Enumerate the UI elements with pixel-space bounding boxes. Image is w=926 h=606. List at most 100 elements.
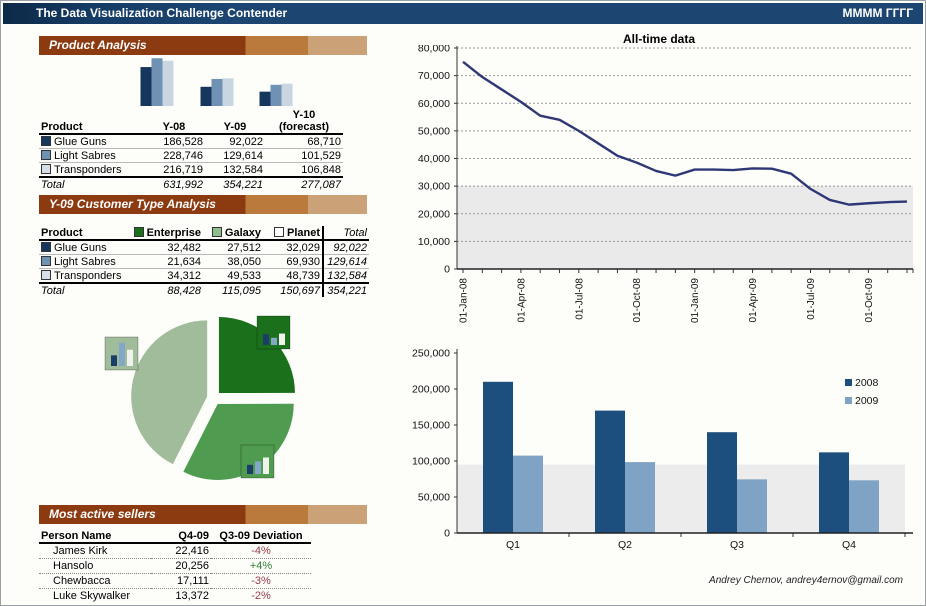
mini-bar-glue-guns bbox=[200, 86, 212, 106]
legend-swatch-icon bbox=[845, 397, 852, 404]
product-value: 106,848 bbox=[265, 162, 343, 178]
seller-row: Chewbacca 17,111 -3% bbox=[39, 573, 311, 589]
axis-label: 200,000 bbox=[412, 384, 450, 396]
product-name: Light Sabres bbox=[39, 148, 143, 163]
seller-deviation: -4% bbox=[251, 545, 271, 557]
customer-value: 27,512 bbox=[203, 240, 263, 255]
total-value: 631,992 bbox=[143, 176, 205, 191]
row-total: 132,584 bbox=[323, 268, 369, 284]
shaded-band bbox=[457, 186, 913, 269]
customer-value: 32,482 bbox=[131, 240, 203, 255]
column-header-y10-forecast: Y-10 (forecast) bbox=[265, 109, 343, 135]
axis-label: 80,000 bbox=[418, 45, 450, 55]
bar-2008-Q4 bbox=[819, 452, 849, 533]
axis-label: Q1 bbox=[506, 539, 520, 551]
series-swatch-icon bbox=[41, 135, 51, 146]
pie-slice-galaxy bbox=[183, 403, 294, 480]
product-value: 129,614 bbox=[205, 148, 265, 163]
axis-label: 01-Jan-08 bbox=[459, 278, 470, 323]
product-value: 101,529 bbox=[265, 148, 343, 163]
customer-row: Glue Guns 32,482 27,512 32,029 92,022 bbox=[39, 240, 369, 255]
column-header-total: Total bbox=[323, 226, 369, 241]
legend-swatch-icon bbox=[845, 379, 852, 386]
customer-type-table: Product Enterprise Galaxy Planet Total Glue G… bbox=[39, 226, 369, 297]
series-swatch-icon bbox=[41, 149, 51, 160]
mini-bar-transponders bbox=[222, 78, 234, 106]
product-value: 92,022 bbox=[205, 134, 265, 149]
product-value: 228,746 bbox=[143, 148, 205, 163]
product-total-row: Total 631,992 354,221 277,087 bbox=[39, 176, 343, 191]
series-swatch-icon bbox=[41, 269, 51, 280]
product-value: 132,584 bbox=[205, 162, 265, 178]
column-header-planet: Planet bbox=[263, 226, 324, 241]
credit-text: Andrey Chernov, andrey4ernov@gmail.com bbox=[709, 575, 903, 586]
mini-bar-light-sabres bbox=[211, 78, 223, 106]
product-row: Light Sabres 228,746 129,614 101,529 bbox=[39, 148, 343, 163]
seller-deviation: -3% bbox=[211, 573, 311, 589]
product-table: Product Y-08 Y-09 Y-10 (forecast) Glue Guns 18… bbox=[39, 109, 343, 191]
icon-mini-bar bbox=[279, 333, 285, 345]
axis-label: 0 bbox=[444, 264, 450, 276]
axis-label: 01-Oct-09 bbox=[864, 278, 875, 323]
series-swatch-icon bbox=[273, 227, 284, 237]
bar-2009-Q3 bbox=[737, 479, 767, 533]
series-swatch-icon bbox=[41, 255, 51, 266]
bar-2009-Q4 bbox=[849, 480, 879, 533]
seller-name: Chewbacca bbox=[39, 573, 151, 589]
column-header-galaxy: Galaxy bbox=[203, 226, 263, 241]
axis-label: 100,000 bbox=[412, 456, 450, 468]
mini-bar-glue-guns bbox=[140, 67, 152, 106]
mini-bar-transponders bbox=[281, 83, 293, 106]
seller-name: James Kirk bbox=[53, 545, 108, 557]
customer-row: Transponders 34,312 49,533 48,739 132,584 bbox=[39, 268, 369, 284]
product-name: Glue Guns bbox=[39, 240, 131, 255]
series-swatch-icon bbox=[211, 227, 222, 237]
mini-breakdown-icon-galaxy bbox=[240, 444, 275, 479]
seller-deviation: -2% bbox=[211, 588, 311, 603]
most-active-sellers-table: Person Name Q4-09 Q3-09 Deviation James Kir… bbox=[39, 528, 311, 603]
line-chart-title: All-time data bbox=[622, 32, 695, 46]
grand-total: 354,221 bbox=[323, 282, 369, 297]
mini-bar-light-sabres bbox=[270, 84, 282, 106]
axis-label: 250,000 bbox=[412, 348, 450, 360]
seller-row: James Kirk 22,416 -4% bbox=[39, 543, 311, 559]
seller-row: Hansolo 20,256 +4% bbox=[39, 558, 311, 574]
row-total: 92,022 bbox=[323, 240, 369, 255]
customer-value: 48,739 bbox=[263, 268, 324, 284]
column-header-person-name: Person Name bbox=[39, 528, 151, 544]
axis-label: 20,000 bbox=[418, 208, 450, 220]
axis-label: 01-Jul-09 bbox=[806, 278, 817, 320]
axis-label: 01-Jan-09 bbox=[690, 278, 701, 323]
icon-mini-bar bbox=[247, 464, 253, 474]
bar-2008-Q2 bbox=[595, 410, 625, 533]
section-header-product-analysis: Product Analysis bbox=[39, 36, 367, 55]
data-line bbox=[462, 60, 908, 206]
icon-mini-bar bbox=[127, 349, 133, 366]
series-swatch-icon bbox=[133, 227, 144, 237]
product-row: Transponders 216,719 132,584 106,848 bbox=[39, 162, 343, 178]
total-value: 277,087 bbox=[265, 176, 343, 191]
bar-2009-Q1 bbox=[513, 455, 543, 533]
seller-q4-value: 20,256 bbox=[151, 558, 211, 574]
column-header-enterprise: Enterprise bbox=[131, 226, 203, 241]
mini-bar-transponders bbox=[162, 60, 174, 106]
mini-breakdown-icon-enterprise bbox=[256, 315, 291, 350]
customer-total-row: Total 88,428 115,095 150,697 354,221 bbox=[39, 282, 369, 297]
axis-label: 60,000 bbox=[418, 98, 450, 110]
product-value: 186,528 bbox=[143, 134, 205, 149]
axis-label: 150,000 bbox=[412, 420, 450, 432]
axis-label: Q2 bbox=[618, 539, 632, 551]
axis-label: Q3 bbox=[730, 539, 744, 551]
total-label: Total bbox=[39, 282, 131, 297]
quarterly-bar-chart: 0 50,000 100,000 150,000 200,000 250,000 Q1 Q2 Q… bbox=[412, 348, 913, 551]
product-name: Transponders bbox=[39, 162, 143, 178]
period-placeholder: ММММ ГГГГ bbox=[842, 6, 913, 20]
customer-value: 32,029 bbox=[263, 240, 324, 255]
axis-label: 01-Apr-08 bbox=[516, 278, 527, 323]
column-header-y08: Y-08 bbox=[143, 109, 205, 135]
section-header-customer-analysis: Y-09 Customer Type Analysis bbox=[39, 195, 367, 214]
seller-name: Hansolo bbox=[39, 558, 151, 574]
total-label: Total bbox=[39, 176, 143, 191]
pie-slice-planet bbox=[131, 320, 208, 465]
